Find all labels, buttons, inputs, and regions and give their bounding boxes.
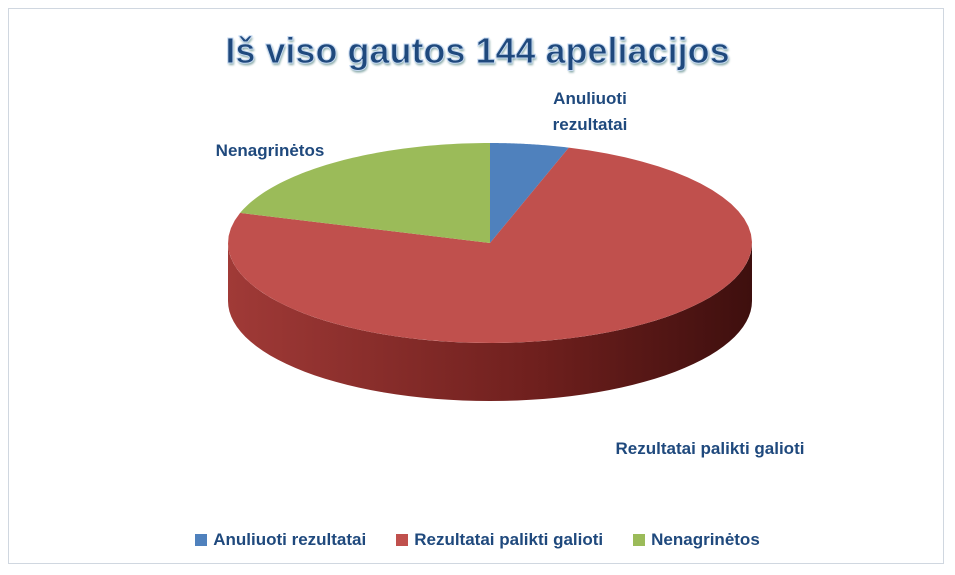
legend-item: Anuliuoti rezultatai [195, 530, 366, 550]
legend-item: Nenagrinėtos [633, 530, 760, 550]
legend-label: Rezultatai palikti galioti [414, 530, 604, 549]
data-label: Nenagrinėtos [215, 141, 325, 160]
legend-swatch [195, 534, 208, 546]
legend-label: Nenagrinėtos [651, 530, 760, 549]
data-label: Anuliuoti rezultatai [552, 89, 628, 134]
pie-slice [490, 143, 569, 243]
legend-swatch [396, 534, 409, 546]
legend: Anuliuoti rezultatai Rezultatai palikti g… [0, 530, 955, 550]
data-label: Rezultatai palikti galioti [615, 439, 805, 458]
legend-swatch [633, 534, 646, 546]
slice-top [490, 143, 569, 243]
slice-top [228, 147, 752, 343]
slice-side [228, 243, 752, 401]
slice-top [240, 143, 490, 243]
legend-item: Rezultatai palikti galioti [396, 530, 603, 550]
pie-slice [240, 143, 490, 243]
legend-label: Anuliuoti rezultatai [213, 530, 367, 549]
chart-frame [8, 8, 944, 564]
pie-slice [228, 147, 752, 401]
chart-title: Iš viso gautos 144 apeliacijos [225, 30, 730, 72]
